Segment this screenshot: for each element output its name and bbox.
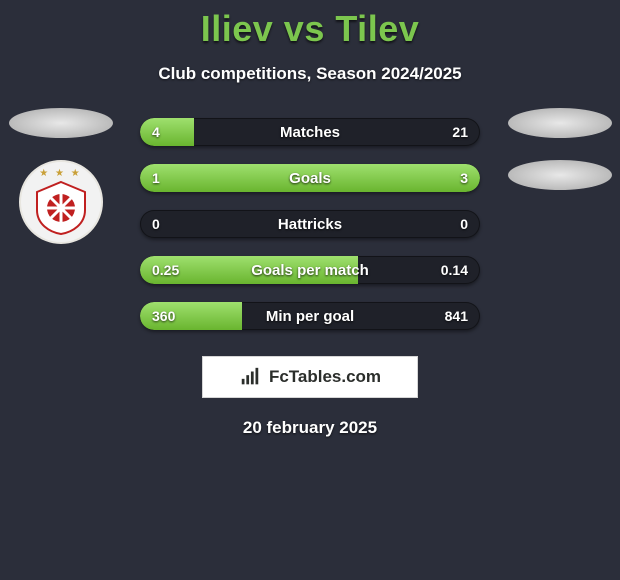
subtitle: Club competitions, Season 2024/2025 [0, 64, 620, 84]
player-photo-placeholder [9, 108, 113, 138]
date-text: 20 february 2025 [0, 418, 620, 438]
club-shield-icon [33, 180, 89, 236]
watermark-text: FcTables.com [269, 367, 381, 387]
bar-right-fill [225, 164, 480, 192]
club-stars-icon: ★ ★ ★ [21, 168, 101, 179]
stat-bar: 421Matches [140, 118, 480, 146]
chart-icon [239, 366, 261, 388]
watermark: FcTables.com [202, 356, 418, 398]
compare-area: ★ ★ ★ 421Matches13Goals00Hattricks0.250.… [0, 118, 620, 330]
club-badge-left: ★ ★ ★ [19, 160, 103, 244]
stat-left-value: 0 [140, 210, 172, 238]
stat-bar: 360841Min per goal [140, 302, 480, 330]
stat-bars: 421Matches13Goals00Hattricks0.250.14Goal… [140, 118, 480, 330]
stat-bar: 0.250.14Goals per match [140, 256, 480, 284]
stat-left-value: 360 [140, 302, 187, 330]
right-player-column [507, 108, 612, 190]
stat-left-value: 0.25 [140, 256, 191, 284]
stat-right-value: 0 [448, 210, 480, 238]
stat-bar: 13Goals [140, 164, 480, 192]
stat-right-value: 21 [440, 118, 480, 146]
stat-right-value: 841 [433, 302, 480, 330]
stat-right-value: 0.14 [429, 256, 480, 284]
player-photo-placeholder [508, 108, 612, 138]
club-badge-placeholder [508, 160, 612, 190]
stat-label: Hattricks [140, 210, 480, 238]
stat-right-value: 3 [448, 164, 480, 192]
stat-left-value: 4 [140, 118, 172, 146]
stat-bar: 0 0Hattricks [140, 210, 480, 238]
left-player-column: ★ ★ ★ [8, 108, 113, 244]
page-title: Iliev vs Tilev [0, 0, 620, 50]
stat-left-value: 1 [140, 164, 172, 192]
